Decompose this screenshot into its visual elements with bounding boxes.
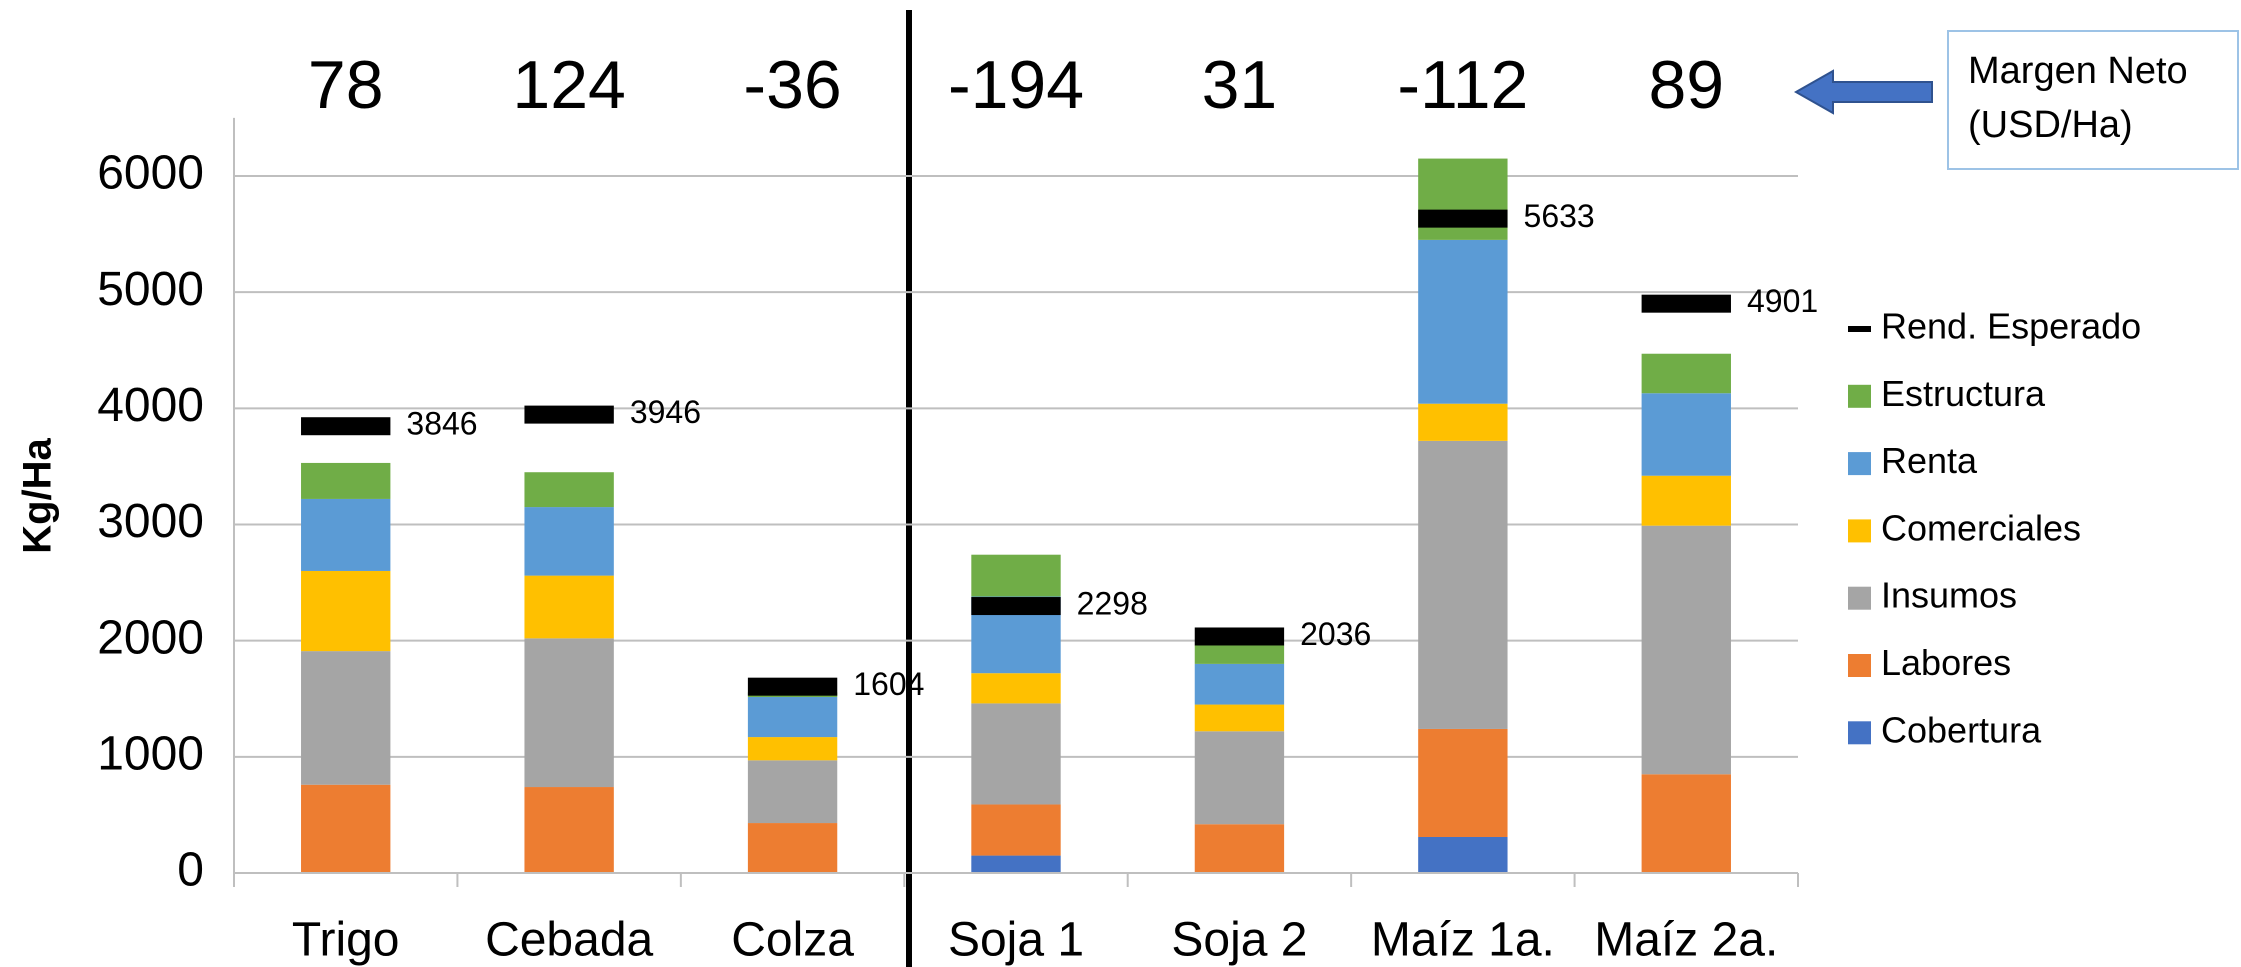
bar-segment (1641, 353, 1731, 394)
bar-segment (524, 575, 614, 639)
y-tick-label: 5000 (97, 263, 204, 316)
x-tick-label: Colza (731, 914, 854, 967)
bar-segment (524, 787, 614, 873)
expected-yield-label: 3946 (630, 394, 701, 430)
bar-segment (971, 673, 1061, 704)
bar-segment (971, 703, 1061, 805)
bar-segment (524, 507, 614, 576)
legend-label: Insumos (1881, 575, 2017, 616)
margin-label: Margen Neto (1968, 50, 2188, 92)
margin-box (1947, 30, 2239, 170)
expected-yield-label: 2298 (1077, 586, 1148, 622)
x-tick-label: Maíz 1a. (1371, 914, 1555, 967)
x-tick-label: Maíz 2a. (1594, 914, 1778, 967)
expected-yield-label: 2036 (1300, 616, 1371, 652)
expected-yield-label: 1604 (853, 666, 924, 702)
bar-segment (747, 760, 838, 824)
y-tick-label: 0 (177, 844, 204, 897)
legend-swatch (1848, 326, 1871, 332)
bar-segment (971, 855, 1061, 873)
bar-segment (1194, 663, 1285, 705)
expected-yield (524, 405, 614, 424)
expected-yield (747, 677, 838, 696)
expected-yield (971, 597, 1061, 616)
legend-swatch (1848, 654, 1871, 677)
margin-value: 124 (512, 47, 625, 123)
bar-segment (1194, 704, 1285, 732)
expected-yield (1194, 627, 1285, 646)
bar-segment (1641, 774, 1731, 873)
legend-swatch (1848, 384, 1871, 408)
legend-swatch (1848, 586, 1871, 610)
bar-segment (1418, 440, 1508, 729)
bar-segment (1641, 475, 1731, 526)
expected-yield (1418, 209, 1508, 228)
bar-segment (1641, 393, 1731, 476)
expected-yield-label: 3846 (406, 406, 477, 442)
legend-label: Estructura (1881, 373, 2046, 414)
bar-segment (1194, 731, 1285, 825)
margin-value: 78 (308, 47, 384, 123)
bar-segment (747, 823, 838, 873)
margin-value: -36 (743, 47, 841, 123)
bar-segment (971, 554, 1061, 597)
legend-label: Cobertura (1881, 709, 2042, 750)
legend-label: Rend. Esperado (1881, 306, 2141, 347)
legend-swatch (1848, 721, 1871, 745)
expected-yield-label: 4901 (1747, 283, 1818, 319)
margin-value: -194 (948, 47, 1084, 123)
bar-segment (1418, 728, 1508, 837)
bar-segment (1418, 239, 1508, 404)
expected-yield (1641, 294, 1731, 313)
bar-segment (524, 638, 614, 788)
bar-segment (1641, 525, 1731, 775)
legend-swatch (1848, 452, 1871, 476)
expected-yield (301, 417, 391, 436)
y-tick-label: 1000 (97, 728, 204, 781)
bar-segment (747, 697, 838, 738)
y-tick-label: 4000 (97, 379, 204, 432)
bar-segment (747, 737, 838, 761)
x-tick-label: Trigo (292, 914, 400, 967)
margin-value: -112 (1397, 47, 1528, 123)
bar-segment (301, 462, 391, 499)
legend-swatch (1848, 519, 1871, 543)
legend-label: Comerciales (1881, 507, 2081, 548)
legend-label: Renta (1881, 440, 1978, 481)
bar-segment (1418, 403, 1508, 441)
margin-value: 31 (1202, 47, 1278, 123)
x-tick-label: Soja 1 (948, 914, 1084, 967)
bar-segment (1418, 158, 1508, 240)
y-axis-label: Kg/Ha (16, 437, 60, 553)
legend-label: Labores (1881, 642, 2011, 683)
x-tick-label: Soja 2 (1171, 914, 1307, 967)
bar-segment (1418, 836, 1508, 873)
margin-label: (USD/Ha) (1968, 104, 2133, 146)
y-tick-label: 2000 (97, 611, 204, 664)
bar-segment (1194, 824, 1285, 873)
arrow (1793, 69, 1933, 115)
y-tick-label: 3000 (97, 495, 204, 548)
bar-segment (301, 570, 391, 652)
bar-segment (301, 784, 391, 873)
bar-segment (301, 651, 391, 785)
expected-yield-label: 5633 (1524, 198, 1595, 234)
bar-segment (301, 498, 391, 571)
margin-value: 89 (1648, 47, 1724, 123)
x-tick-label: Cebada (485, 914, 653, 967)
y-tick-label: 6000 (97, 147, 204, 200)
bar-segment (971, 804, 1061, 856)
bar-segment (1194, 645, 1285, 664)
bar-segment (524, 472, 614, 508)
